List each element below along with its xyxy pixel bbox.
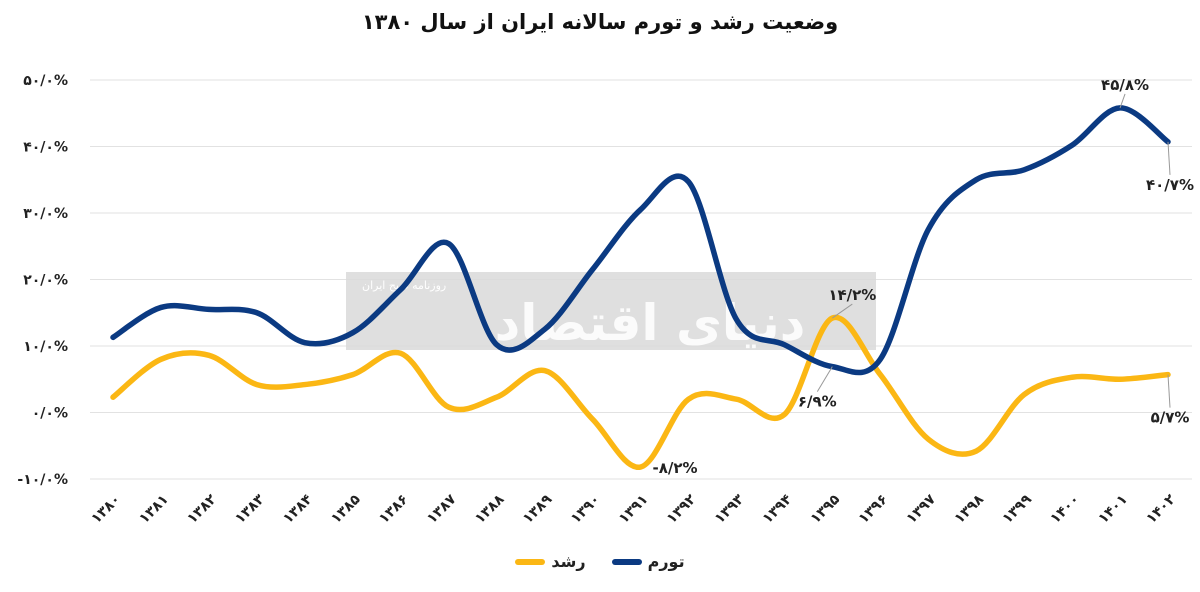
watermark-brand: دنیای اقتصاد — [495, 294, 806, 352]
series-line-inflation — [110, 105, 1171, 376]
x-tick-label: ۱۳۸۱ — [136, 492, 171, 527]
x-tick-label: ۱۳۸۶ — [376, 492, 411, 527]
y-tick-label: -۱۰/۰% — [17, 472, 68, 488]
y-tick-label: ۲۰/۰% — [23, 273, 68, 289]
x-tick-label: ۱۳۸۸ — [472, 491, 508, 527]
data-label-leader — [1167, 374, 1171, 408]
y-tick-label: ۴۰/۰% — [23, 140, 68, 156]
y-tick-label: ۵۰/۰% — [23, 73, 68, 89]
legend-label-growth: رشد — [551, 552, 586, 571]
data-label-leader — [1119, 93, 1126, 109]
data-label: -۸/۲% — [653, 459, 698, 477]
y-tick-label: ۳۰/۰% — [23, 206, 68, 222]
x-tick-label: ۱۳۹۶ — [856, 492, 891, 527]
y-tick-label: ۰/۰% — [32, 406, 68, 422]
x-tick-label: ۱۳۸۰ — [88, 492, 123, 527]
legend-item-growth[interactable]: رشد — [515, 552, 586, 571]
x-tick-label: ۱۴۰۲ — [1143, 491, 1179, 527]
data-label: ۴۰/۷% — [1146, 176, 1194, 194]
x-tick-label: ۱۳۸۹ — [520, 491, 556, 527]
legend-label-inflation: تورم — [647, 552, 685, 571]
x-tick-label: ۱۳۹۵ — [808, 491, 844, 527]
x-tick-label: ۱۳۹۰ — [568, 492, 603, 527]
x-tick-label: ۱۳۹۴ — [760, 491, 796, 527]
data-label-leader — [816, 366, 833, 392]
data-label: ۶/۹% — [798, 393, 837, 411]
data-label: ۴۵/۸% — [1101, 76, 1149, 94]
x-tick-label: ۱۳۸۲ — [184, 491, 220, 527]
data-label: ۵/۷% — [1151, 409, 1190, 427]
x-tick-label: ۱۳۸۴ — [280, 491, 316, 527]
legend-item-inflation[interactable]: تورم — [611, 552, 685, 571]
x-tick-label: ۱۴۰۰ — [1047, 492, 1082, 527]
x-tick-label: ۱۳۹۸ — [952, 491, 988, 527]
legend: تورم رشد — [0, 552, 1200, 571]
chart-title: وضعیت رشد و تورم سالانه ایران از سال ۱۳۸… — [361, 10, 839, 34]
x-tick-label: ۱۳۸۷ — [424, 491, 460, 527]
x-tick-label: ۱۳۹۱ — [616, 492, 651, 527]
series-line-growth — [110, 314, 1171, 470]
x-tick-label: ۱۳۹۷ — [904, 491, 940, 527]
x-tick-label: ۱۴۰۱ — [1095, 492, 1130, 527]
legend-swatch-inflation — [611, 558, 642, 565]
legend-swatch-growth — [515, 558, 546, 565]
data-label-leader — [1167, 141, 1171, 175]
x-tick-label: ۱۳۸۵ — [328, 491, 364, 527]
x-tick-label: ۱۳۹۳ — [712, 491, 748, 527]
x-tick-label: ۱۳۸۳ — [232, 491, 268, 527]
y-tick-label: ۱۰/۰% — [23, 339, 68, 355]
watermark-logo: روزنامه صبح ایران دنیای اقتصاد — [346, 272, 876, 352]
data-label: ۱۴/۲% — [828, 286, 876, 304]
x-tick-label: ۱۳۹۲ — [664, 491, 700, 527]
x-tick-label: ۱۳۹۹ — [999, 491, 1035, 527]
data-label-leader — [832, 303, 853, 319]
